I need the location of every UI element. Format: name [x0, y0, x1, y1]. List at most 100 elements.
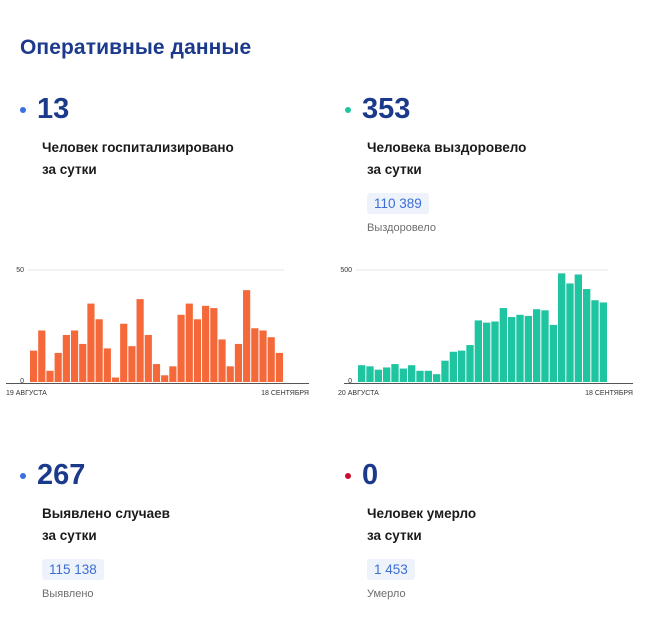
chart-x-end-label: 18 СЕНТЯБРЯ — [261, 390, 309, 397]
chart-bar — [508, 317, 516, 382]
recovered-total-caption: Выздоровело — [367, 222, 436, 234]
chart-x-end-label: 18 СЕНТЯБРЯ — [585, 390, 633, 397]
chart-bar — [433, 374, 441, 382]
chart-bar — [267, 337, 275, 382]
page-title: Оперативные данные — [20, 36, 252, 59]
recovered-total-badge: 110 389 — [367, 193, 429, 214]
chart-bar — [399, 368, 407, 382]
chart-bar — [366, 366, 374, 382]
hospitalized-number: 13 — [37, 93, 70, 125]
chart-bar — [259, 330, 267, 382]
chart-bar — [226, 366, 234, 382]
recovered-description: Человека выздоровело за сутки — [367, 137, 587, 181]
detected-total-badge: 115 138 — [42, 559, 104, 580]
recovered-line2: за сутки — [367, 162, 422, 177]
chart-bar — [474, 320, 482, 382]
chart-bar — [46, 370, 54, 382]
chart-bar — [120, 323, 128, 382]
chart-bar — [374, 369, 382, 382]
chart-bar — [62, 334, 70, 382]
stat-died: 0 Человек умерло за сутки 1 453 Умерло — [345, 458, 587, 600]
chart-y-tick-max: 50 — [16, 267, 24, 274]
hospitalized-dot-icon — [20, 107, 26, 113]
hospitalized-bar-chart: 50 0 19 АВГУСТА 18 СЕНТЯБРЯ — [6, 267, 309, 397]
chart-bar — [111, 377, 120, 382]
hospitalized-description: Человек госпитализировано за сутки — [42, 137, 262, 181]
chart-bar — [466, 345, 474, 382]
chart-bar — [210, 308, 218, 382]
chart-bar — [549, 324, 557, 382]
chart-bar — [185, 303, 193, 382]
chart-bar — [234, 343, 243, 382]
chart-bar — [95, 319, 103, 382]
chart-bar — [218, 339, 226, 382]
chart-bar — [499, 308, 507, 382]
chart-bar — [30, 350, 38, 382]
stat-recovered: 353 Человека выздоровело за сутки 110 38… — [345, 92, 587, 234]
hospitalized-line1: Человек госпитализировано — [42, 140, 234, 155]
hospitalized-line2: за сутки — [42, 162, 97, 177]
chart-bar — [599, 302, 607, 382]
chart-bar — [275, 352, 283, 382]
chart-bar — [408, 365, 416, 382]
chart-bar — [566, 283, 574, 382]
died-dot-icon — [345, 473, 351, 479]
chart-bar — [541, 310, 549, 382]
recovered-dot-icon — [345, 107, 351, 113]
chart-bar — [38, 330, 46, 382]
detected-number: 267 — [37, 459, 86, 491]
chart-bar — [524, 315, 532, 382]
chart-y-tick-zero: 0 — [348, 378, 352, 385]
recovered-line1: Человека выздоровело — [367, 140, 527, 155]
died-description: Человек умерло за сутки — [367, 503, 587, 547]
chart-bar — [424, 370, 432, 382]
chart-bar — [144, 334, 152, 382]
recovered-bar-chart: 500 0 20 АВГУСТА 18 СЕНТЯБРЯ — [338, 267, 633, 397]
chart-bar — [251, 328, 259, 382]
chart-bar — [574, 274, 582, 382]
died-line1: Человек умерло — [367, 506, 477, 521]
chart-bar — [458, 350, 466, 382]
chart-bar — [70, 330, 79, 382]
chart-bar — [558, 273, 566, 382]
detected-line2: за сутки — [42, 528, 97, 543]
chart-bar — [591, 300, 599, 382]
chart-bar — [169, 366, 177, 382]
chart-bar — [483, 322, 491, 382]
chart-bar — [202, 305, 210, 382]
detected-total-caption: Выявлено — [42, 588, 94, 600]
detected-line1: Выявлено случаев — [42, 506, 170, 521]
chart-bar — [177, 314, 185, 382]
chart-bar — [383, 367, 391, 382]
chart-bar — [103, 348, 111, 382]
chart-bar — [416, 370, 424, 382]
died-number: 0 — [362, 459, 379, 491]
died-total-caption: Умерло — [367, 588, 406, 600]
chart-bar — [128, 346, 136, 382]
detected-dot-icon — [20, 473, 26, 479]
died-line2: за сутки — [367, 528, 422, 543]
detected-description: Выявлено случаев за сутки — [42, 503, 262, 547]
chart-x-start-label: 19 АВГУСТА — [6, 390, 47, 397]
chart-bar — [391, 364, 399, 382]
chart-bar — [449, 351, 457, 382]
chart-bar — [358, 365, 366, 382]
chart-bar — [79, 343, 87, 382]
chart-x-start-label: 20 АВГУСТА — [338, 390, 379, 397]
chart-bar — [441, 360, 449, 382]
chart-bar — [243, 290, 251, 382]
recovered-number: 353 — [362, 93, 411, 125]
chart-bar — [533, 309, 541, 382]
stat-detected: 267 Выявлено случаев за сутки 115 138 Вы… — [20, 458, 262, 600]
chart-bar — [516, 314, 524, 382]
died-total-badge: 1 453 — [367, 559, 415, 580]
chart-bar — [54, 352, 62, 382]
chart-y-tick-zero: 0 — [20, 378, 24, 385]
chart-bar — [152, 364, 161, 382]
chart-bar — [193, 319, 202, 382]
chart-bar — [583, 289, 591, 382]
chart-y-tick-max: 500 — [340, 267, 352, 274]
chart-bar — [491, 321, 499, 382]
chart-bar — [161, 375, 169, 382]
chart-bar — [136, 299, 144, 382]
